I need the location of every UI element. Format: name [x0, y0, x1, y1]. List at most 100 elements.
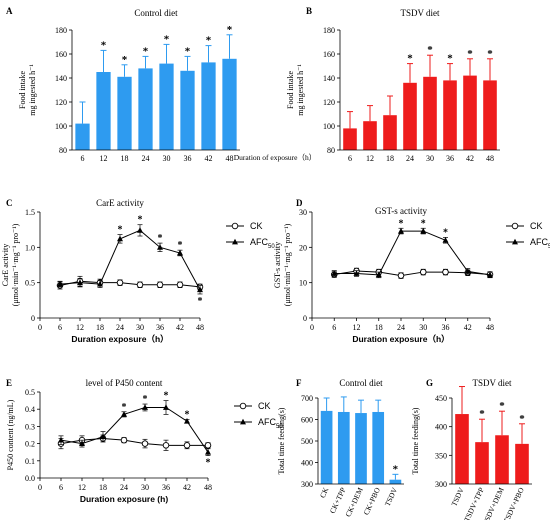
axis-y-tick-label: 300	[301, 480, 313, 489]
axis-y-axis-label: GST-s activity	[273, 242, 282, 288]
bar	[443, 80, 457, 150]
bar	[495, 435, 509, 484]
x-tick-label: TSDV+TPP	[462, 486, 486, 520]
x-tick-label: 36	[162, 483, 170, 492]
legend-marker-circle	[239, 402, 247, 410]
x-tick-label: TSDV	[449, 486, 466, 508]
axis-y-tick-label: 0	[303, 314, 307, 323]
axis-y-tick-label: 10	[299, 279, 307, 288]
axis-y-axis-label: P450 content (ng/mL)	[6, 399, 15, 470]
legend-label: AFC50	[250, 237, 275, 250]
bar	[138, 68, 153, 150]
bar	[96, 72, 111, 150]
x-tick-label: 42	[464, 323, 472, 332]
panel-f: F Control dietCKCK+TPPCK+DEMCK+PBO*TSDV30…	[277, 378, 404, 518]
axis-y-tick-label: 0.3	[25, 422, 35, 431]
legend-marker-triangle	[512, 238, 518, 245]
x-tick-label: 6	[58, 323, 62, 332]
x-axis-label: Duration exposure (h)	[80, 494, 168, 504]
data-point-triangle	[487, 271, 493, 278]
axis-y-tick-label: 0.1	[25, 457, 35, 466]
axis-y-tick-label: 1.5	[25, 208, 35, 217]
significance-star: *	[421, 218, 426, 229]
x-tick-label: 24	[397, 323, 405, 332]
data-point-circle	[120, 436, 128, 444]
series-line-ck	[60, 437, 208, 446]
axis-y-tick-label: 400	[435, 423, 447, 432]
data-point-triangle	[163, 404, 169, 410]
significance-star: *	[443, 227, 448, 238]
significance-star: *	[499, 400, 505, 412]
significance-star: *	[164, 391, 169, 402]
bar	[180, 70, 195, 150]
axis-y-tick-label: 180	[323, 26, 335, 35]
significance-star: *	[393, 463, 399, 475]
data-point-triangle	[142, 404, 148, 410]
axis-y-tick-label: 450	[435, 394, 447, 403]
x-tick-label: 0	[38, 323, 42, 332]
x-tick-label: 30	[163, 154, 171, 163]
significance-star: *	[487, 48, 493, 60]
bar	[343, 128, 357, 150]
axis-y-axis-label: CarE activity	[1, 244, 10, 286]
x-tick-label: 18	[386, 154, 394, 163]
panel-g: G TSDV dietTSDV*TSDV+TPP*TSDV+DEM*TSDV+PB…	[411, 378, 532, 520]
panel-letter: F	[296, 378, 302, 388]
bar	[222, 58, 237, 150]
significance-star: *	[178, 240, 183, 251]
axis-y-tick-label: 80	[59, 146, 67, 155]
shared-x-axis-label: Duration of exposure（h）	[234, 153, 316, 162]
x-tick-label: 0	[38, 483, 42, 492]
data-point-triangle	[331, 270, 338, 276]
significance-star: *	[122, 402, 127, 413]
data-point-triangle	[157, 244, 163, 250]
axis-y-tick-label: 180	[55, 26, 67, 35]
chart-title: level of P450 content	[86, 378, 163, 388]
significance-star: *	[185, 45, 191, 57]
data-point-triangle	[117, 235, 123, 242]
legend-label: AFC50	[530, 237, 550, 250]
data-point-circle	[156, 281, 164, 289]
axis-y-tick-label: 160	[55, 50, 67, 59]
data-point-triangle	[442, 237, 449, 243]
x-tick-label: 24	[116, 323, 124, 332]
axis-y-tick-label: 160	[323, 50, 335, 59]
bar	[337, 411, 350, 484]
data-point-triangle	[464, 268, 471, 274]
x-tick-label: 18	[96, 323, 104, 332]
x-tick-label: 6	[81, 154, 85, 163]
data-point-circle	[204, 442, 212, 449]
axis-y-tick-label: 0	[31, 314, 35, 323]
x-tick-label: 30	[419, 323, 427, 332]
data-point-triangle	[184, 418, 190, 424]
significance-star: *	[198, 296, 203, 307]
bar	[423, 76, 437, 150]
bar	[372, 411, 385, 484]
x-tick-label: 12	[76, 323, 84, 332]
legend-marker-triangle	[240, 418, 246, 425]
bar	[483, 80, 497, 150]
bar	[159, 63, 174, 150]
axis-y-axis-label: Total time feeding(s)	[277, 407, 286, 474]
significance-star: *	[399, 218, 404, 229]
x-tick-label: 12	[366, 154, 374, 163]
x-tick-label: 12	[78, 483, 86, 492]
panel-letter: G	[426, 378, 433, 388]
significance-star: *	[101, 39, 107, 51]
legend-label: CK	[250, 221, 263, 231]
bar	[463, 75, 477, 150]
data-point-circle	[116, 279, 124, 286]
axis-y-tick-label: 0.0	[25, 474, 35, 483]
axis-y-tick-label: 20	[299, 243, 307, 252]
panel-letter: E	[6, 378, 12, 388]
axis-y-tick-label: 700	[301, 394, 313, 403]
significance-star: *	[227, 24, 233, 36]
data-point-triangle	[97, 280, 103, 287]
data-point-circle	[136, 281, 144, 289]
significance-star: *	[479, 408, 485, 420]
x-tick-label: 6	[332, 323, 336, 332]
axis-y-axis-label: Food intake	[18, 71, 27, 109]
data-point-triangle	[57, 280, 63, 287]
data-point-triangle	[137, 227, 143, 233]
